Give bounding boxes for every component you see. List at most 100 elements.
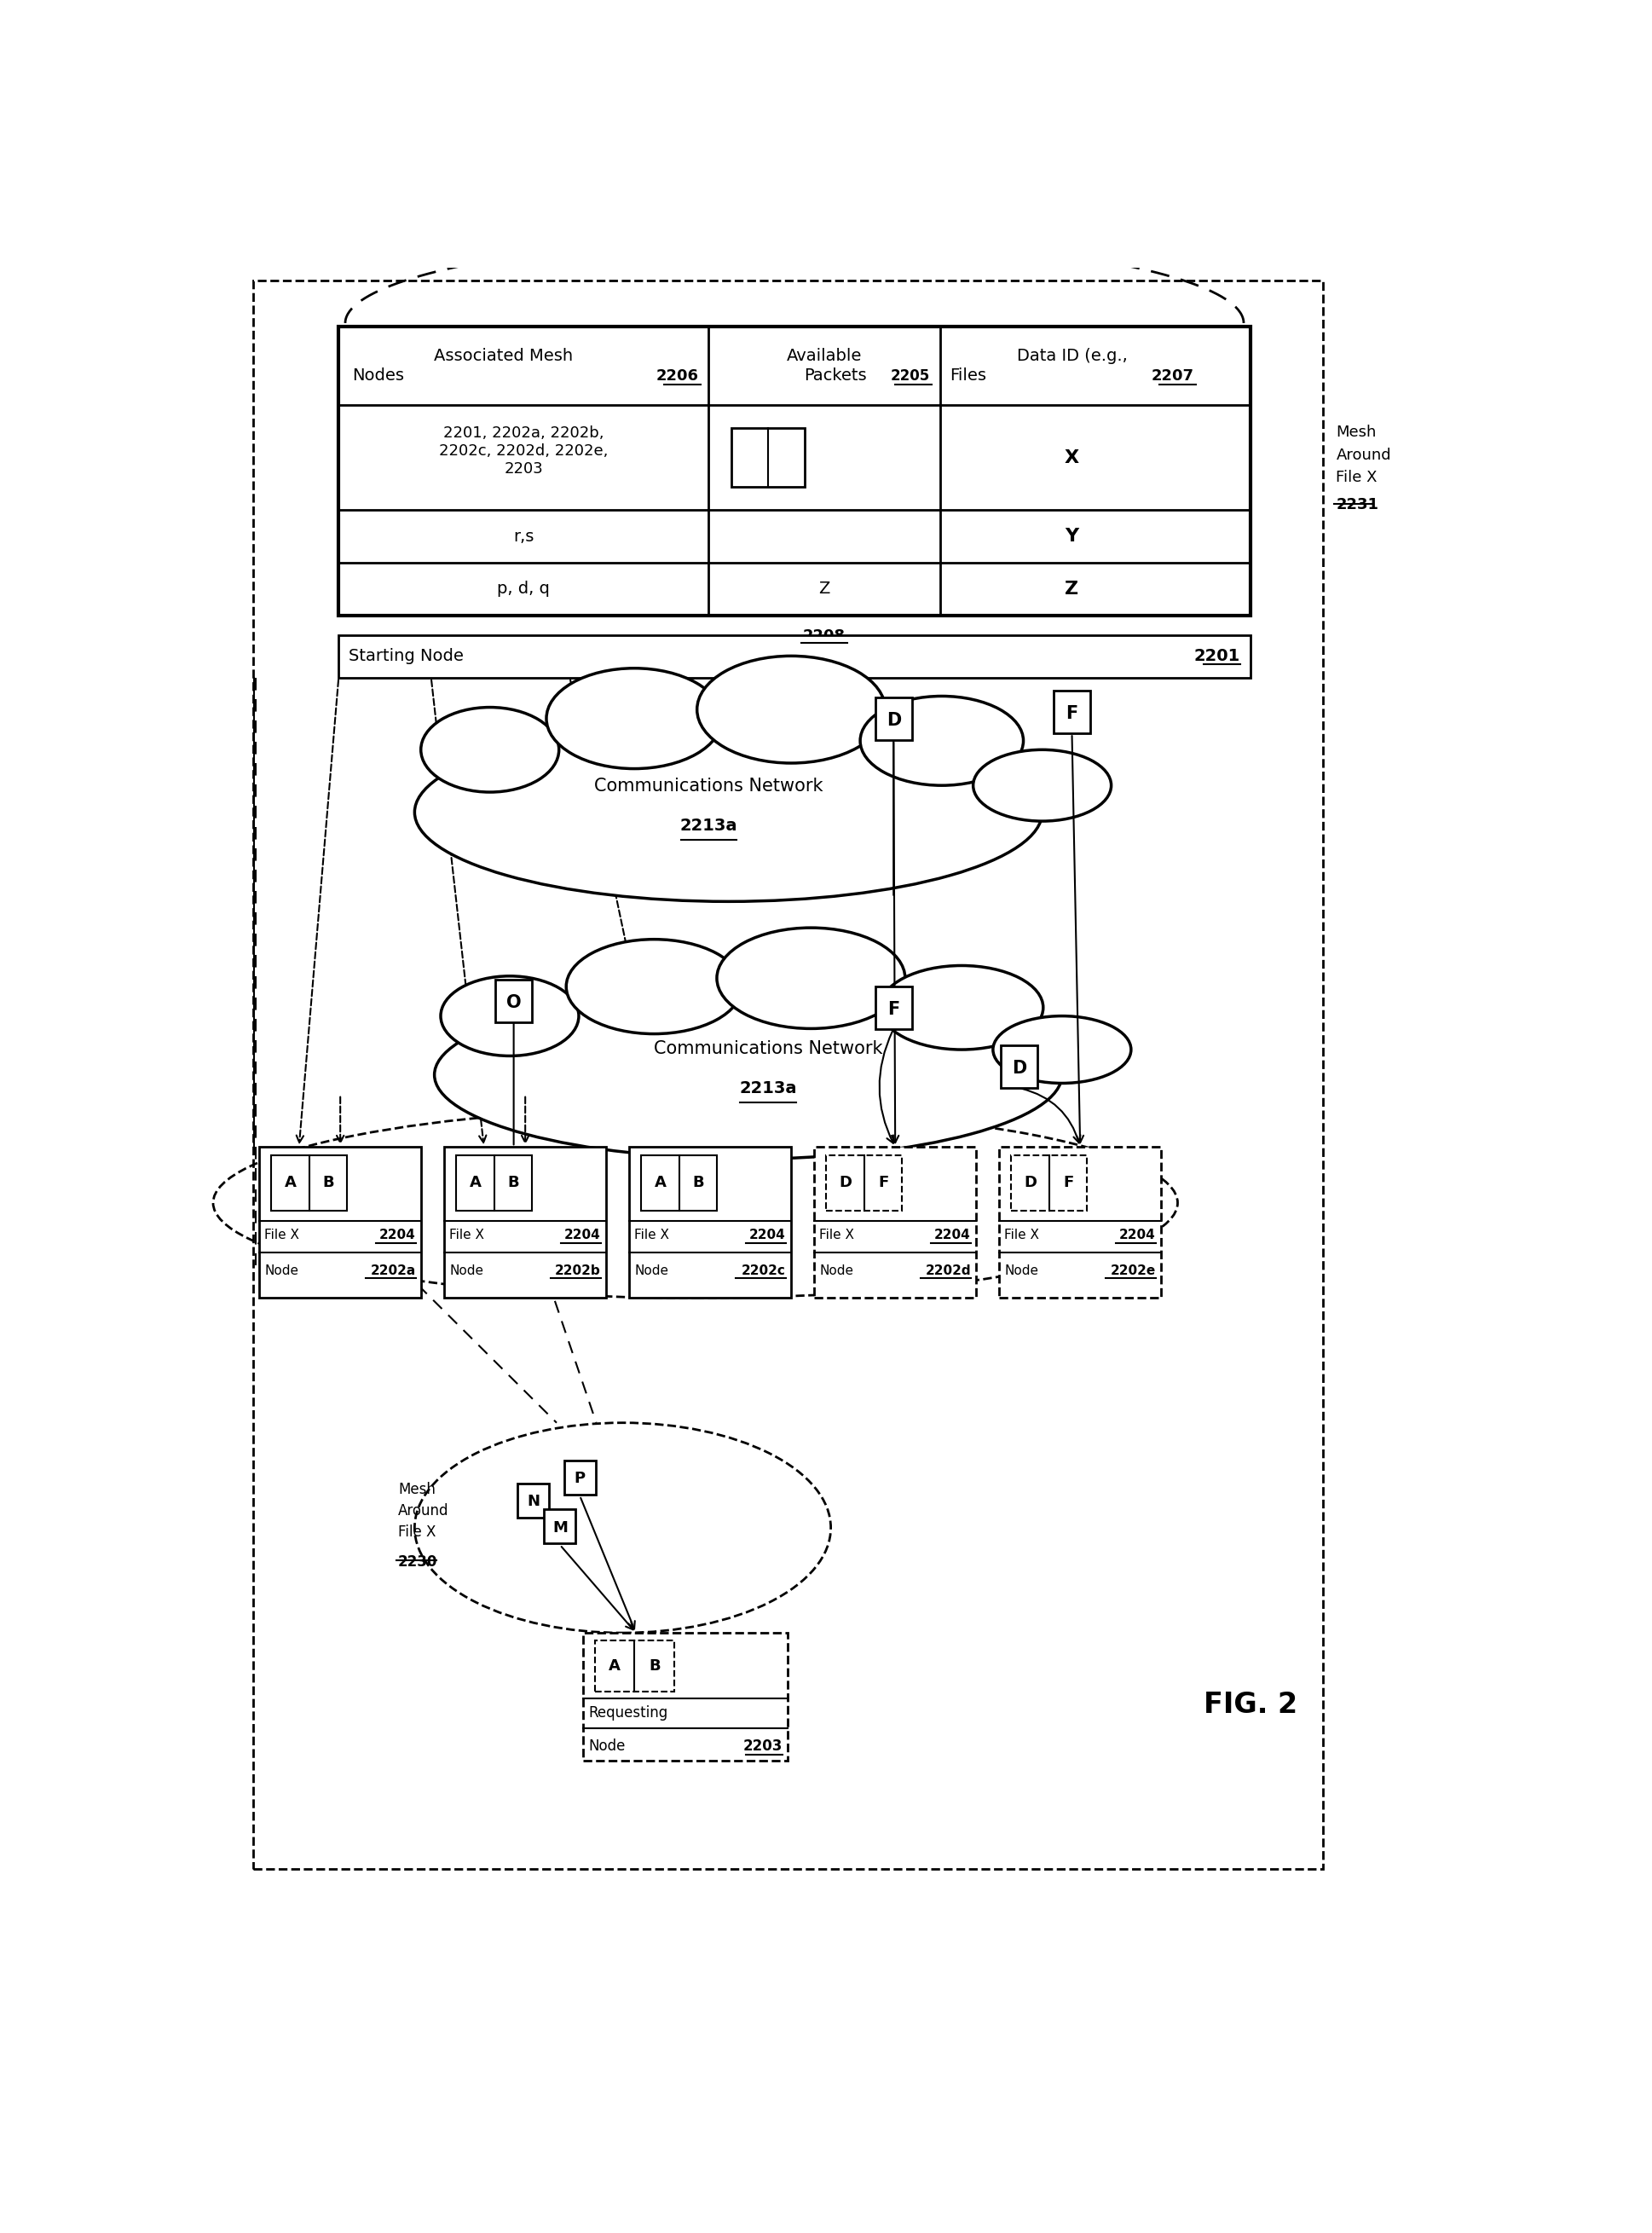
Text: F: F (1062, 1175, 1074, 1190)
Bar (271, 1154, 347, 1210)
Text: File X: File X (634, 1228, 669, 1242)
Bar (595, 1641, 674, 1693)
Text: B: B (780, 449, 793, 467)
Text: 2201, 2202a, 2202b,
2202c, 2202d, 2202e,
2203: 2201, 2202a, 2202b, 2202c, 2202d, 2202e,… (439, 427, 608, 476)
Text: 2213a: 2213a (681, 817, 737, 833)
Bar (641, 1154, 717, 1210)
Text: 2204: 2204 (565, 1228, 601, 1242)
Text: Mesh
Around
File X: Mesh Around File X (398, 1483, 449, 1541)
Text: D: D (1011, 1061, 1026, 1076)
Text: Communications Network: Communications Network (595, 777, 823, 795)
Text: File X: File X (264, 1228, 299, 1242)
Text: A: A (743, 449, 757, 467)
Text: FIG. 2: FIG. 2 (1203, 1690, 1297, 1719)
Text: 2206: 2206 (656, 368, 699, 384)
Text: Communications Network: Communications Network (654, 1041, 882, 1056)
Text: Node: Node (264, 1264, 299, 1277)
Text: 2204: 2204 (380, 1228, 416, 1242)
Text: A: A (284, 1175, 296, 1190)
Text: 2204: 2204 (1120, 1228, 1156, 1242)
Text: B: B (507, 1175, 519, 1190)
Bar (1054, 690, 1090, 732)
Text: Packets: Packets (805, 368, 867, 384)
Text: Node: Node (1004, 1264, 1039, 1277)
Text: p, d, q: p, d, q (497, 581, 550, 596)
Text: 2202a: 2202a (370, 1264, 416, 1277)
Text: N: N (527, 1494, 540, 1510)
Ellipse shape (881, 965, 1042, 1050)
Text: B: B (692, 1175, 704, 1190)
Bar (339, 634, 1251, 677)
Ellipse shape (421, 708, 558, 793)
Bar (1001, 1045, 1037, 1087)
Text: 2204: 2204 (935, 1228, 971, 1242)
Text: 2207: 2207 (1151, 368, 1194, 384)
Text: File X: File X (819, 1228, 854, 1242)
Text: A: A (610, 1659, 621, 1675)
Text: A: A (654, 1175, 666, 1190)
Text: Data ID (e.g.,: Data ID (e.g., (1016, 348, 1127, 364)
Text: F: F (887, 1000, 900, 1018)
Text: r,s: r,s (514, 529, 534, 545)
Bar (826, 1154, 902, 1210)
Bar (876, 697, 912, 739)
Text: F: F (877, 1175, 889, 1190)
Text: X: X (1064, 449, 1079, 467)
Bar (814, 1148, 976, 1297)
Text: Node: Node (449, 1264, 484, 1277)
Text: Starting Node: Starting Node (349, 648, 464, 665)
Bar (456, 1154, 532, 1210)
Bar (517, 1483, 550, 1516)
Ellipse shape (415, 723, 1042, 902)
Text: Files: Files (950, 368, 986, 384)
Text: Mesh
Around
File X: Mesh Around File X (1336, 424, 1391, 485)
Text: 2213a: 2213a (738, 1081, 796, 1096)
Text: M: M (552, 1521, 568, 1536)
Text: 2205: 2205 (890, 368, 930, 384)
Text: Node: Node (588, 1740, 626, 1755)
Bar (999, 1148, 1161, 1297)
Text: 2208: 2208 (803, 627, 846, 643)
Bar (444, 1148, 606, 1297)
Ellipse shape (973, 750, 1112, 822)
Text: A: A (469, 1175, 481, 1190)
Text: 2202c: 2202c (742, 1264, 786, 1277)
Bar (732, 429, 805, 487)
Ellipse shape (434, 991, 1062, 1159)
Text: 2230: 2230 (398, 1554, 438, 1570)
Bar (339, 326, 1251, 616)
Ellipse shape (697, 657, 885, 764)
Text: 2202b: 2202b (555, 1264, 601, 1277)
Text: Nodes: Nodes (352, 368, 403, 384)
Bar (1011, 1154, 1087, 1210)
Text: B: B (649, 1659, 661, 1675)
Text: D: D (1024, 1175, 1036, 1190)
Text: Z: Z (1066, 581, 1079, 598)
Text: F: F (1066, 706, 1079, 721)
Text: D: D (885, 712, 900, 728)
Ellipse shape (441, 976, 578, 1056)
Bar (563, 1460, 596, 1494)
Ellipse shape (547, 668, 722, 768)
Text: P: P (575, 1472, 585, 1487)
Text: Available: Available (786, 348, 862, 364)
Text: File X: File X (449, 1228, 484, 1242)
Text: 2231: 2231 (1336, 498, 1379, 511)
Ellipse shape (861, 697, 1023, 786)
Bar (253, 281, 1323, 1869)
Ellipse shape (717, 927, 905, 1029)
Text: B: B (322, 1175, 334, 1190)
Text: Y: Y (1066, 527, 1079, 545)
Text: Node: Node (634, 1264, 669, 1277)
Text: 2204: 2204 (750, 1228, 786, 1242)
Text: Requesting: Requesting (588, 1706, 667, 1722)
Text: File X: File X (1004, 1228, 1039, 1242)
Text: Z: Z (818, 581, 829, 596)
Text: Associated Mesh: Associated Mesh (434, 348, 573, 364)
Text: 2203: 2203 (743, 1740, 783, 1755)
Ellipse shape (567, 940, 742, 1034)
Text: O: O (506, 994, 520, 1012)
Bar (876, 987, 912, 1029)
Text: 2202d: 2202d (925, 1264, 971, 1277)
Bar (544, 1510, 577, 1543)
